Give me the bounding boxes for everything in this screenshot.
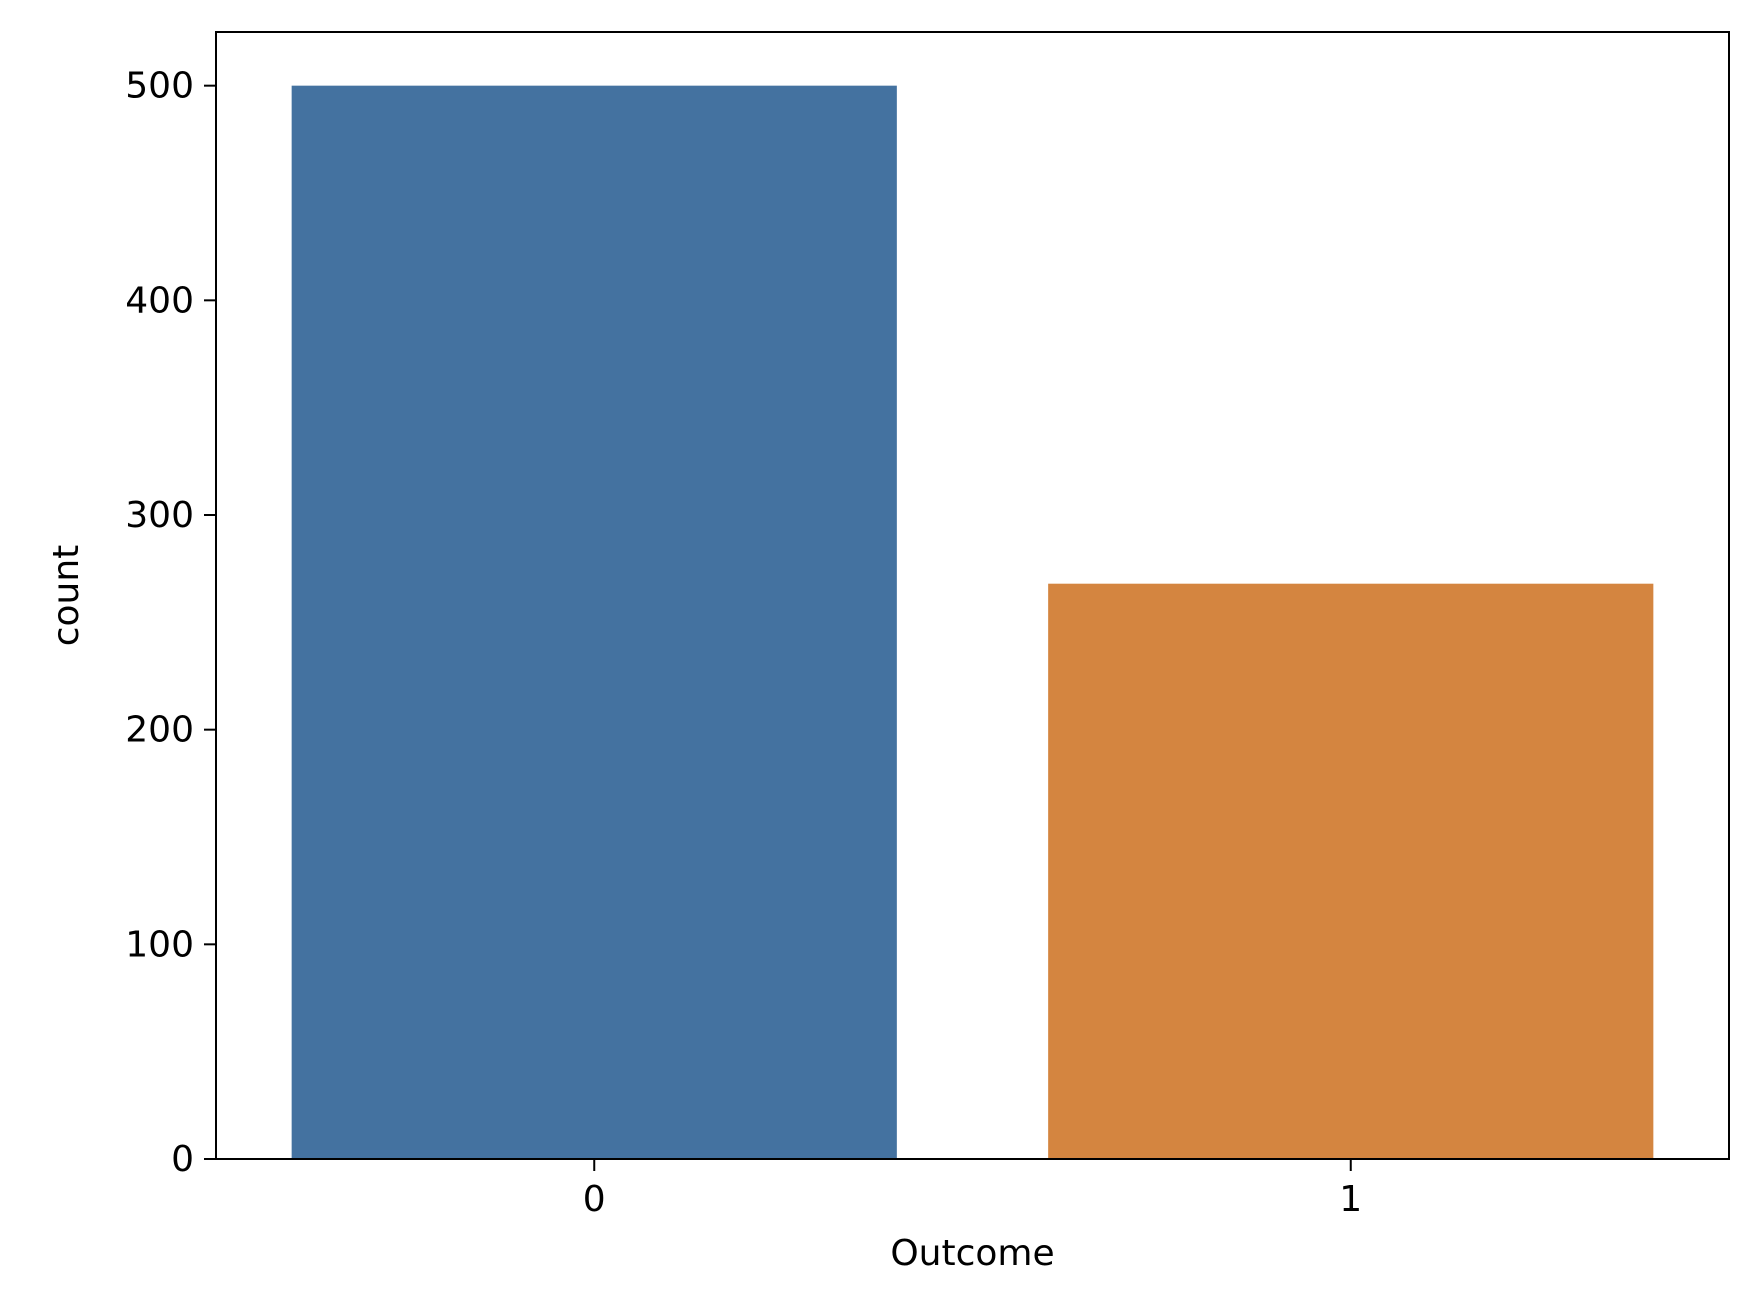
y-axis: 0 100 200 300 400 500 [125, 66, 216, 1180]
y-tick-label: 0 [171, 1139, 194, 1180]
y-axis-label: count [46, 545, 87, 647]
bars-group [291, 85, 1654, 1160]
y-tick-label: 100 [125, 924, 194, 965]
x-tick-label: 0 [583, 1179, 606, 1220]
y-tick-label: 300 [125, 495, 194, 536]
y-tick-label: 200 [125, 710, 194, 751]
y-tick-label: 400 [125, 280, 194, 321]
x-axis-label: Outcome [890, 1233, 1054, 1274]
x-tick-label: 1 [1339, 1179, 1362, 1220]
plot-frame [215, 31, 1730, 1160]
bar-0 [291, 85, 897, 1160]
y-tick-label: 500 [125, 66, 194, 107]
bar-1 [1048, 583, 1654, 1159]
